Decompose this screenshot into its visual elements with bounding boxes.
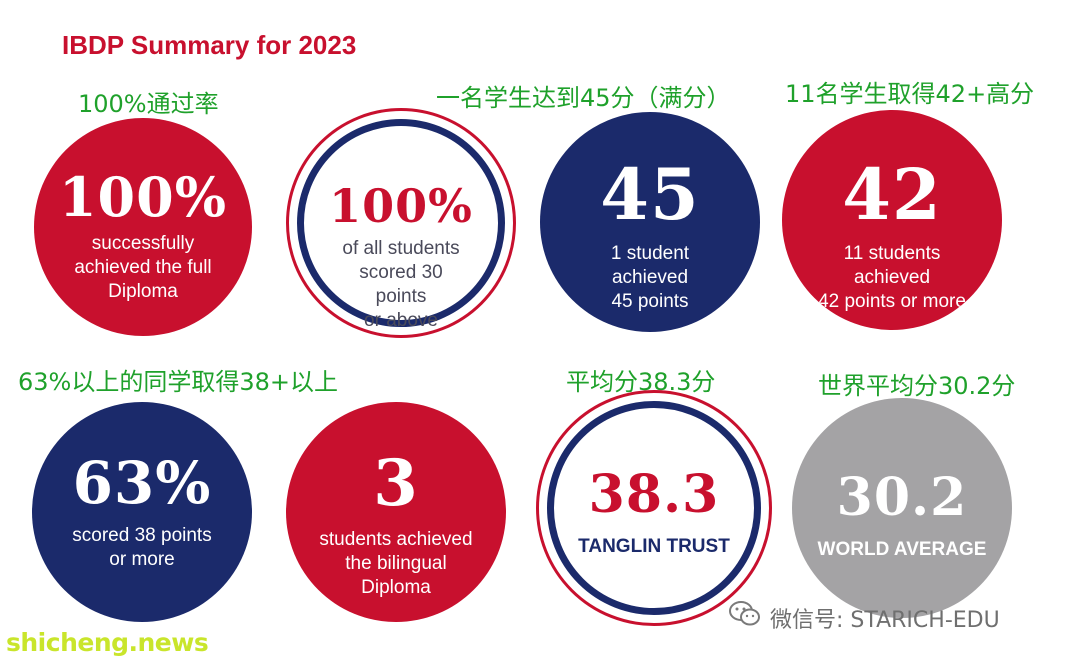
- stat-caption-line: 45 points: [611, 291, 689, 312]
- stat-circle-45: 45 1 student achieved 45 points: [540, 112, 760, 332]
- stat-caption-line: achieved: [853, 267, 931, 288]
- stat-circle-63: 63% scored 38 points or more: [32, 402, 252, 622]
- stat-value: 63%: [72, 449, 212, 517]
- label-world-average: 世界平均分30.2分: [818, 372, 1016, 400]
- stat-caption-line: scored 38 points: [72, 525, 212, 546]
- stat-value: 100%: [58, 165, 228, 229]
- stat-caption-line: students achieved: [319, 529, 473, 550]
- stat-caption-line: scored 30: [359, 262, 443, 283]
- stat-value: 100%: [329, 179, 473, 233]
- watermark-text: 微信号: STARICH-EDU: [770, 608, 1000, 633]
- stat-caption-line: Diploma: [108, 281, 178, 302]
- stat-circle-bilingual: 3 students achieved the bilingual Diplom…: [286, 402, 506, 622]
- stat-caption-line: or more: [109, 549, 175, 570]
- label-full-score: 一名学生达到45分（满分）: [436, 84, 731, 112]
- stat-caption-line: 11 students: [843, 243, 941, 264]
- wechat-icon: [729, 601, 760, 626]
- stat-circle-pass-rate: 100% successfully achieved the full Dipl…: [34, 118, 252, 336]
- stat-value: 3: [373, 446, 419, 521]
- stat-caption-line: achieved the full: [74, 257, 212, 278]
- stat-circle-world-average: 30.2 WORLD AVERAGE: [792, 398, 1012, 618]
- stat-caption-line: points: [375, 286, 427, 307]
- stat-value: 30.2: [836, 467, 968, 528]
- label-pass-rate: 100%通过率: [78, 90, 219, 118]
- stat-caption-line: 1 student: [610, 243, 690, 264]
- ring-inner: [547, 401, 761, 615]
- stat-caption-line: 42 points or more: [818, 291, 966, 312]
- stat-value: 42: [842, 153, 942, 236]
- stat-caption-line: TANGLIN TRUST: [578, 536, 730, 557]
- ring-inner: [297, 119, 505, 327]
- footer-logo: shicheng.news: [6, 628, 209, 657]
- stat-caption-line: Diploma: [361, 577, 431, 598]
- stat-caption-line: of all students: [342, 238, 460, 259]
- stat-caption-line: the bilingual: [345, 553, 447, 574]
- stat-circle-42: 42 11 students achieved 42 points or mor…: [782, 110, 1002, 330]
- stat-value: 45: [600, 153, 700, 236]
- stat-caption-line: successfully: [91, 233, 195, 254]
- stat-circle-tanglin-average: 38.3 TANGLIN TRUST: [536, 390, 772, 626]
- label-eleven-42: 11名学生取得42+高分: [785, 80, 1035, 108]
- label-sixty-three: 63%以上的同学取得38+以上: [18, 368, 338, 396]
- stat-caption-line: WORLD AVERAGE: [817, 539, 987, 560]
- stat-caption-line: or above: [364, 310, 438, 331]
- stat-circle-scored-30: 100% of all students scored 30 points or…: [286, 108, 516, 338]
- stat-caption-line: achieved: [611, 267, 689, 288]
- stat-value: 38.3: [588, 464, 720, 525]
- page-title: IBDP Summary for 2023: [62, 30, 357, 60]
